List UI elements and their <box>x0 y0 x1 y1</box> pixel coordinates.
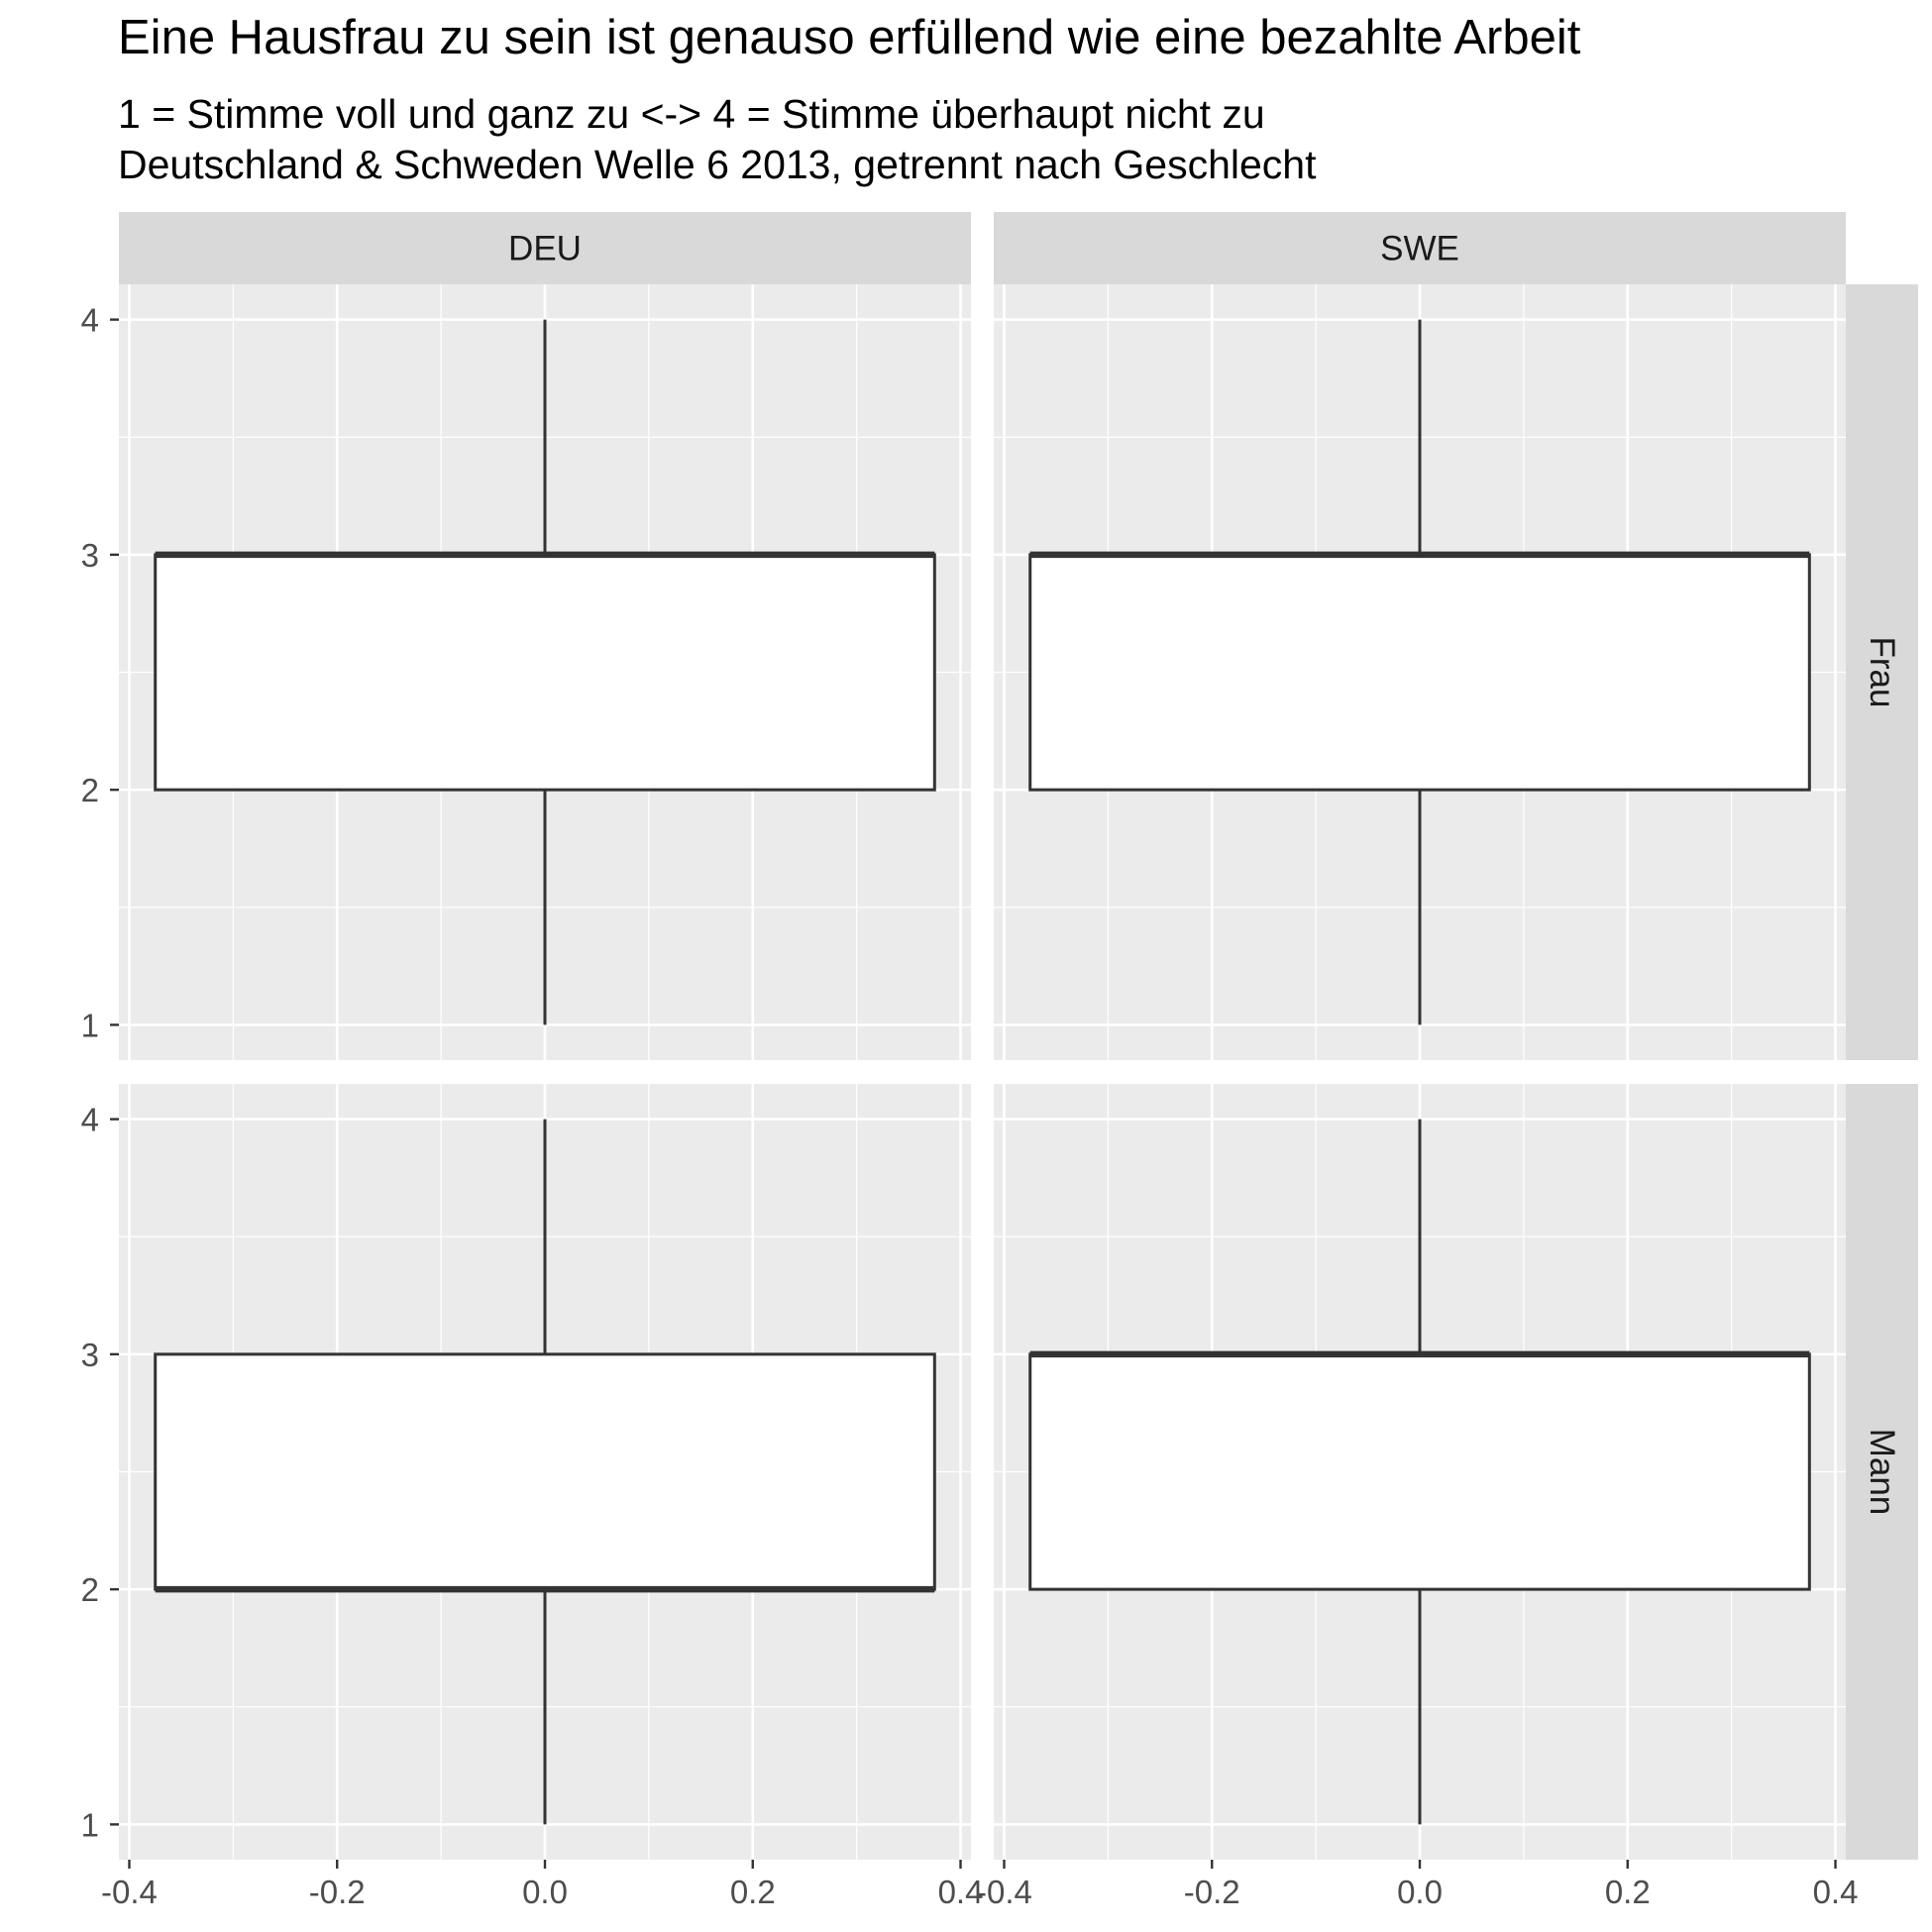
facet-strip-frau <box>1846 284 1918 1060</box>
x-tick-label: -0.2 <box>1184 1874 1240 1910</box>
x-tick-label: -0.2 <box>309 1874 366 1910</box>
facet-strip-label-deu: DEU <box>508 230 582 268</box>
x-tick-label: 0.4 <box>938 1874 984 1910</box>
x-tick-label: 0.0 <box>522 1874 568 1910</box>
facet-strip-label-frau: Frau <box>1863 637 1901 708</box>
x-tick-label: -0.4 <box>976 1874 1032 1910</box>
x-tick-label: 0.0 <box>1397 1874 1443 1910</box>
chart-title: Eine Hausfrau zu sein ist genauso erfüll… <box>118 11 1581 64</box>
x-tick-label: 0.4 <box>1813 1874 1859 1910</box>
y-tick-label: 4 <box>81 1102 99 1138</box>
y-tick-label: 1 <box>81 1806 99 1843</box>
y-tick-label: 3 <box>81 537 99 574</box>
box-deu-mann <box>154 1352 936 1591</box>
y-tick-label: 2 <box>81 1571 99 1608</box>
y-tick-label: 1 <box>81 1007 99 1043</box>
facet-strip-deu <box>119 212 971 284</box>
box-swe-mann <box>1028 1352 1811 1591</box>
chart-subtitle-line-2: Deutschland & Schweden Welle 6 2013, get… <box>118 142 1317 187</box>
facet-strip-label-mann: Mann <box>1863 1429 1901 1516</box>
x-tick-label: 0.2 <box>730 1874 776 1910</box>
chart-subtitle-line-1: 1 = Stimme voll und ganz zu <-> 4 = Stim… <box>118 91 1265 137</box>
box-deu-frau <box>154 553 936 792</box>
facet-strip-swe <box>994 212 1846 284</box>
x-tick-label: 0.2 <box>1605 1874 1651 1910</box>
facet-strip-mann <box>1846 1084 1918 1860</box>
box-swe-frau <box>1028 553 1811 792</box>
y-tick-label: 2 <box>81 772 99 808</box>
y-tick-label: 3 <box>81 1337 99 1373</box>
y-tick-label: 4 <box>81 302 99 339</box>
x-tick-label: -0.4 <box>101 1874 158 1910</box>
facet-strip-label-swe: SWE <box>1380 230 1459 268</box>
